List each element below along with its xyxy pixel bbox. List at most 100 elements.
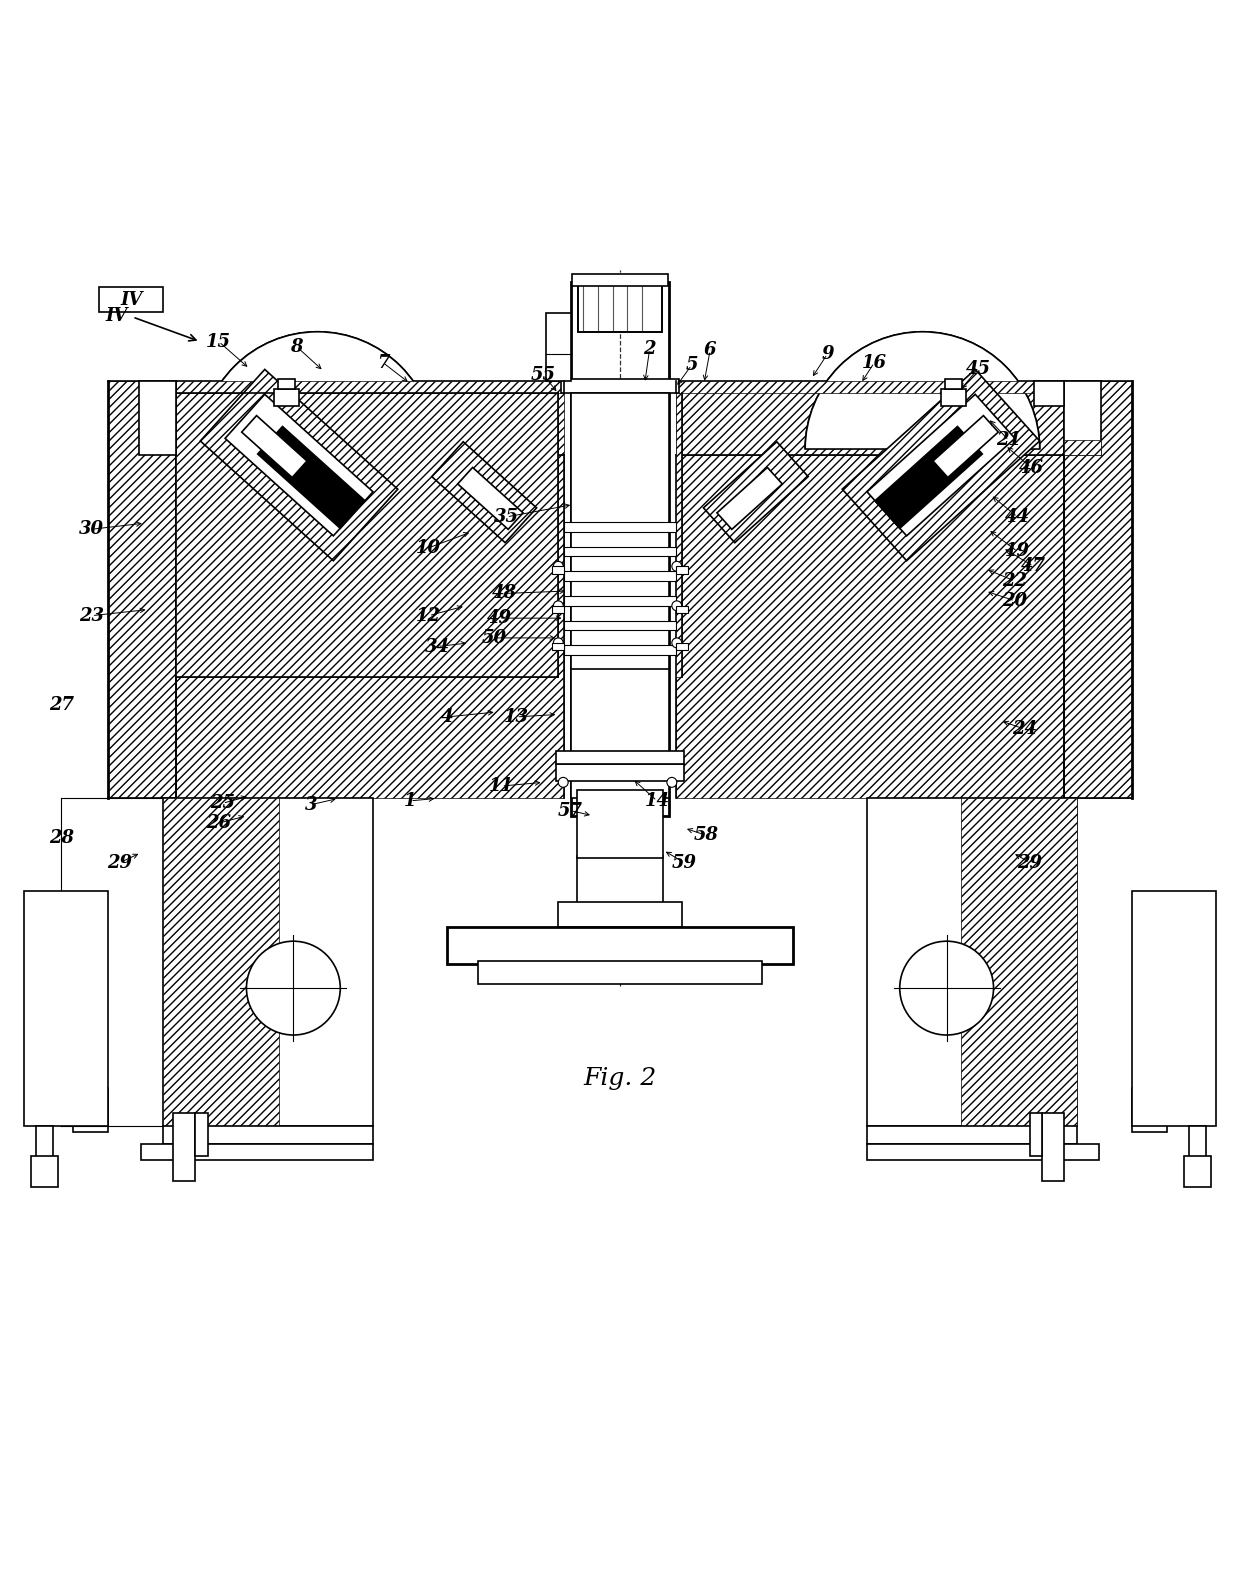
Text: 29: 29 xyxy=(108,853,133,872)
Bar xyxy=(31,1156,58,1187)
Circle shape xyxy=(672,601,682,610)
Polygon shape xyxy=(458,467,523,530)
Wedge shape xyxy=(805,331,1039,449)
Text: 28: 28 xyxy=(50,830,74,847)
Bar xyxy=(564,522,676,531)
Polygon shape xyxy=(258,426,365,528)
Polygon shape xyxy=(932,416,998,478)
Bar xyxy=(479,962,761,984)
Bar xyxy=(1064,382,1101,456)
Circle shape xyxy=(667,777,677,787)
Text: IV: IV xyxy=(105,306,128,325)
Bar xyxy=(676,606,688,613)
Bar xyxy=(560,378,680,394)
Bar xyxy=(867,1126,1076,1143)
Text: 25: 25 xyxy=(210,795,236,812)
Text: 29: 29 xyxy=(1017,853,1043,872)
Text: 46: 46 xyxy=(1018,459,1044,476)
Polygon shape xyxy=(242,416,308,478)
Polygon shape xyxy=(676,394,682,678)
Text: 30: 30 xyxy=(79,520,104,538)
Text: 24: 24 xyxy=(1012,721,1038,738)
Bar xyxy=(1132,1088,1167,1132)
Polygon shape xyxy=(867,394,1014,536)
Text: 23: 23 xyxy=(79,607,104,624)
Bar xyxy=(1064,440,1101,456)
Bar xyxy=(552,606,564,613)
Bar xyxy=(1033,382,1064,405)
Bar xyxy=(570,282,670,815)
Bar xyxy=(564,596,676,606)
Bar xyxy=(941,388,966,405)
Bar xyxy=(24,891,108,1126)
Bar xyxy=(676,643,688,650)
Bar xyxy=(552,643,564,650)
Circle shape xyxy=(553,561,563,571)
Circle shape xyxy=(553,601,563,610)
Text: 58: 58 xyxy=(694,826,719,844)
Bar xyxy=(1189,1126,1207,1162)
Bar xyxy=(961,798,1076,1126)
Bar xyxy=(578,282,662,331)
Text: Fig. 2: Fig. 2 xyxy=(583,1068,657,1090)
Bar xyxy=(1132,891,1216,1126)
Text: 45: 45 xyxy=(966,360,991,378)
Bar xyxy=(139,382,176,456)
Text: 16: 16 xyxy=(862,353,887,372)
Bar xyxy=(564,547,676,557)
Bar xyxy=(164,1126,373,1143)
Bar xyxy=(564,645,676,654)
Circle shape xyxy=(672,561,682,571)
Text: 9: 9 xyxy=(821,345,833,363)
Bar xyxy=(577,790,663,858)
Text: 20: 20 xyxy=(1002,591,1028,610)
Bar xyxy=(546,314,570,382)
Text: 21: 21 xyxy=(997,432,1022,449)
Bar xyxy=(274,388,299,405)
Polygon shape xyxy=(226,394,373,536)
Bar xyxy=(572,274,668,285)
Bar xyxy=(558,902,682,927)
Bar xyxy=(578,282,662,331)
Text: 22: 22 xyxy=(1002,572,1028,590)
Bar xyxy=(164,798,279,1126)
Bar xyxy=(141,1143,373,1161)
Bar xyxy=(1042,1113,1064,1181)
Bar xyxy=(556,752,684,763)
Circle shape xyxy=(558,777,568,787)
Bar xyxy=(867,798,1076,1126)
Polygon shape xyxy=(676,382,1064,394)
Text: 13: 13 xyxy=(503,708,528,725)
Text: 14: 14 xyxy=(645,792,670,811)
Polygon shape xyxy=(676,382,1064,456)
Text: 26: 26 xyxy=(206,814,232,833)
Text: 59: 59 xyxy=(672,853,697,872)
Polygon shape xyxy=(176,394,558,678)
Text: 12: 12 xyxy=(417,607,441,624)
Bar xyxy=(570,669,670,798)
Polygon shape xyxy=(703,442,808,542)
Polygon shape xyxy=(717,467,782,530)
Polygon shape xyxy=(842,369,1039,561)
Text: 1: 1 xyxy=(404,792,417,811)
Text: 48: 48 xyxy=(491,585,517,602)
Text: 10: 10 xyxy=(417,539,441,557)
Text: 8: 8 xyxy=(290,337,303,355)
Text: 2: 2 xyxy=(644,341,656,358)
Bar xyxy=(556,763,684,781)
Text: 6: 6 xyxy=(704,341,717,360)
Polygon shape xyxy=(676,456,1064,798)
Text: 27: 27 xyxy=(50,695,74,713)
Text: IV: IV xyxy=(120,290,143,309)
Bar xyxy=(552,566,564,574)
Circle shape xyxy=(247,941,340,1035)
Text: 7: 7 xyxy=(377,353,389,372)
Text: 57: 57 xyxy=(558,801,583,820)
Text: 11: 11 xyxy=(489,777,515,795)
Text: 34: 34 xyxy=(425,637,450,656)
Wedge shape xyxy=(201,331,435,449)
Bar xyxy=(564,571,676,580)
Text: 35: 35 xyxy=(494,508,518,525)
Polygon shape xyxy=(176,382,564,394)
Polygon shape xyxy=(176,456,564,798)
